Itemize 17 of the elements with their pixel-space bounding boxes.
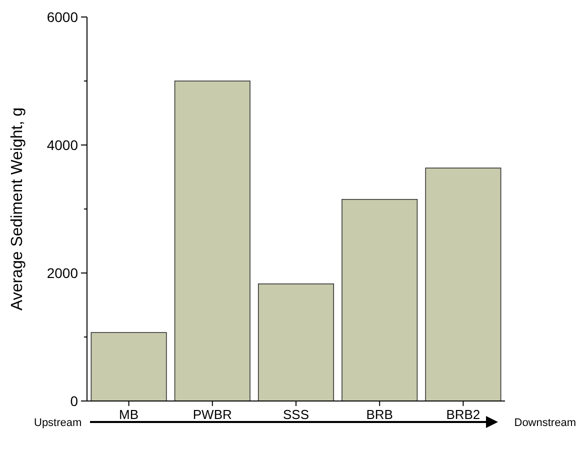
y-tick-label: 0: [70, 392, 78, 409]
bar: [174, 80, 250, 402]
x-tick-label: SSS: [282, 407, 310, 422]
bar: [425, 168, 502, 402]
x-tick-label: BRB: [366, 407, 393, 422]
text: Upstream: [34, 417, 82, 429]
x-tick-label: MB: [119, 407, 139, 422]
y-axis-title: Average Sediment Weight, g: [9, 107, 26, 311]
y-tick-label: 6000: [46, 8, 78, 25]
bar: [90, 332, 167, 402]
x-tick-label: BRB2: [446, 407, 480, 422]
y-tick-label: 2000: [46, 264, 78, 281]
text: Downstream: [514, 417, 576, 429]
x-tick-label: PWBR: [192, 407, 232, 422]
bar: [258, 283, 334, 402]
y-tick-label: 4000: [46, 136, 78, 153]
bar: [342, 199, 418, 402]
